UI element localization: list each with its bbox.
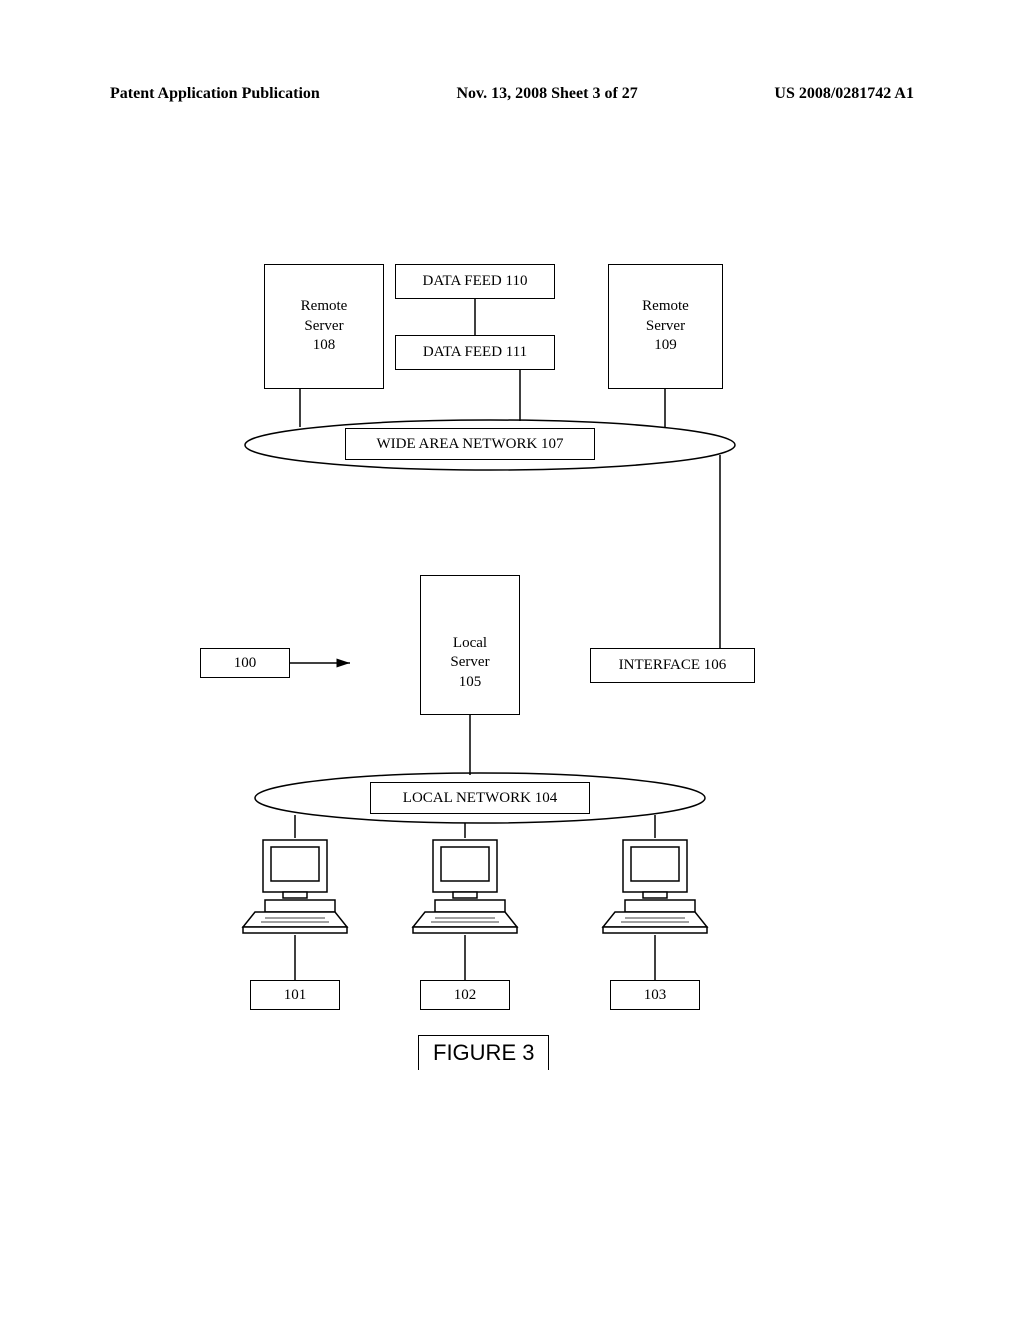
interface-106: INTERFACE 106	[590, 648, 755, 683]
wan-label: WIDE AREA NETWORK 107	[345, 428, 595, 460]
ref-101: 101	[250, 980, 340, 1010]
data-feed-111-label: DATA FEED 111	[423, 344, 527, 361]
data-feed-110-label: DATA FEED 110	[423, 273, 528, 290]
computer-icon-103	[603, 840, 707, 933]
ref-100: 100	[200, 648, 290, 678]
network-diagram: Remote Server 108 Remote Server 109 DATA…	[0, 0, 1024, 1320]
data-feed-110: DATA FEED 110	[395, 264, 555, 299]
computer-icon-101	[243, 840, 347, 933]
local-server-105: Local Server 105	[420, 575, 520, 715]
remote-server-108: Remote Server 108	[264, 264, 384, 389]
data-feed-111: DATA FEED 111	[395, 335, 555, 370]
figure-caption-text: FIGURE 3	[433, 1040, 534, 1065]
ref-103: 103	[610, 980, 700, 1010]
ref-101-label: 101	[284, 987, 307, 1004]
ref-100-label: 100	[234, 655, 257, 672]
remote-server-108-label: Remote Server 108	[301, 297, 348, 356]
local-server-105-label: Local Server 105	[450, 634, 489, 693]
lan-label-text: LOCAL NETWORK 104	[403, 790, 557, 807]
ref-102: 102	[420, 980, 510, 1010]
interface-106-label: INTERFACE 106	[619, 657, 727, 674]
remote-server-109: Remote Server 109	[608, 264, 723, 389]
ref-102-label: 102	[454, 987, 477, 1004]
remote-server-109-label: Remote Server 109	[642, 297, 689, 356]
computer-icon-102	[413, 840, 517, 933]
wan-label-text: WIDE AREA NETWORK 107	[376, 436, 563, 453]
lan-label: LOCAL NETWORK 104	[370, 782, 590, 814]
ref-103-label: 103	[644, 987, 667, 1004]
figure-caption: FIGURE 3	[418, 1035, 549, 1070]
